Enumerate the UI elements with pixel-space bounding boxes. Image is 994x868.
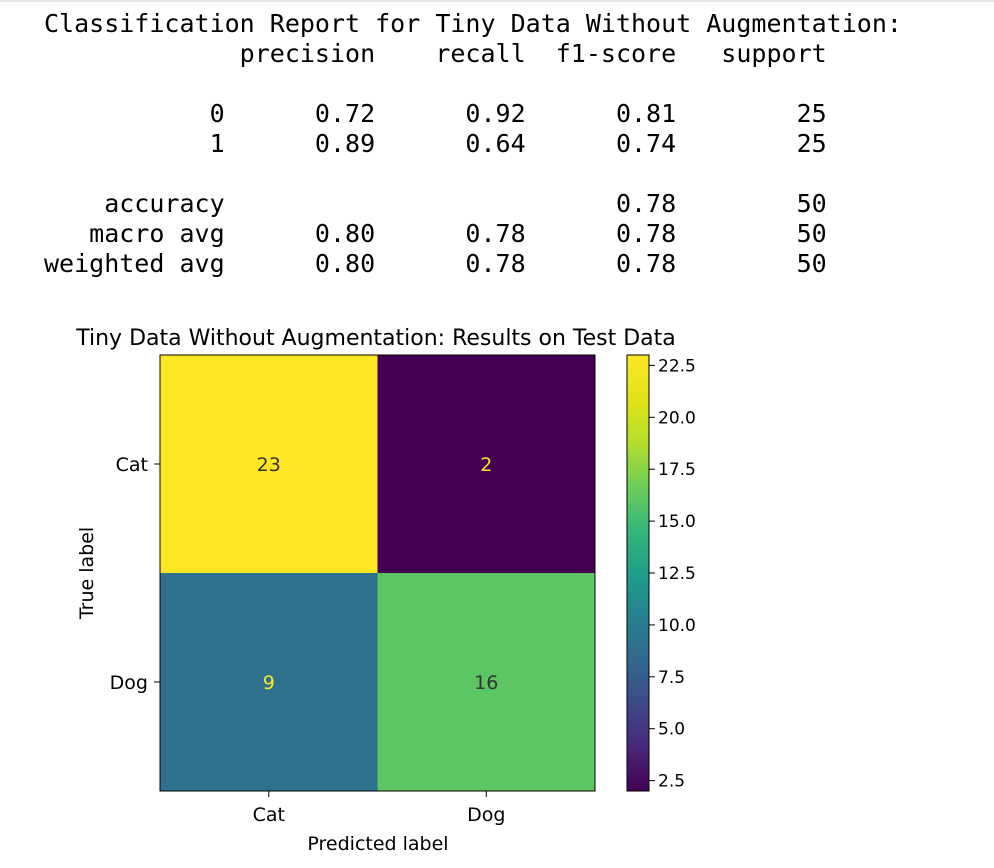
y-tick-label: Cat — [116, 454, 148, 476]
matrix-frame — [159, 354, 596, 792]
colorbar-tick-label: 7.5 — [658, 668, 685, 688]
colorbar-tick-label: 15.0 — [658, 512, 696, 532]
x-axis-label: Predicted label — [307, 833, 448, 855]
chart-title: Tiny Data Without Augmentation: Results … — [75, 326, 676, 351]
colorbar-tick-label: 22.5 — [658, 356, 696, 376]
colorbar-tick-label: 2.5 — [658, 772, 685, 792]
heatmap-cell — [377, 355, 595, 573]
heatmap-cell — [160, 573, 378, 791]
cell-value-label: 23 — [257, 454, 281, 476]
x-tick-label: Dog — [467, 804, 505, 826]
colorbar-tick-label: 5.0 — [658, 720, 685, 740]
heatmap-cell — [160, 355, 378, 573]
colorbar-tick-label: 10.0 — [658, 616, 696, 636]
classification-report: Classification Report for Tiny Data With… — [44, 9, 902, 278]
colorbar-tick-label: 12.5 — [658, 564, 696, 584]
colorbar-tick-label: 20.0 — [658, 408, 696, 428]
confusion-matrix-chart: Tiny Data Without Augmentation: Results … — [75, 326, 696, 855]
cell-value-label: 2 — [480, 454, 492, 476]
y-tick-label: Dog — [110, 672, 148, 694]
top-border — [0, 0, 994, 2]
cell-value-label: 16 — [474, 672, 498, 694]
colorbar-tick-label: 17.5 — [658, 460, 696, 480]
heatmap-cell — [377, 573, 595, 791]
colorbar — [626, 354, 650, 792]
cell-value-label: 9 — [263, 672, 275, 694]
y-axis-label: True label — [76, 527, 98, 620]
x-tick-label: Cat — [253, 804, 285, 826]
